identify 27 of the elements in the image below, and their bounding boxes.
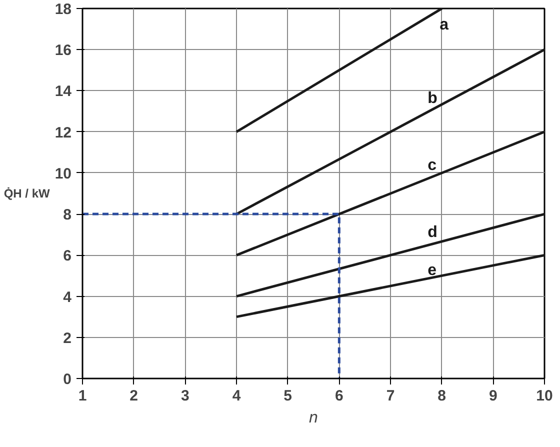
y-axis-title: Q̇H / kW	[4, 186, 50, 200]
y-tick-label: 18	[54, 1, 72, 18]
y-tick-label: 6	[63, 248, 72, 265]
x-tick-label: 4	[232, 388, 242, 404]
series-label: d	[428, 224, 438, 242]
y-tick-label: 14	[54, 83, 72, 100]
y-tick-label: 8	[63, 206, 72, 224]
series-label: c	[428, 157, 437, 174]
series-label: b	[428, 90, 438, 107]
x-tick-label: 1	[78, 388, 87, 404]
y-tick-label: 16	[54, 42, 72, 60]
x-tick-label: 7	[386, 388, 395, 404]
x-tick-label: 9	[488, 388, 498, 404]
series-label: e	[428, 262, 437, 279]
x-tick-label: 8	[438, 388, 446, 404]
y-tick-label: 0	[63, 371, 72, 388]
y-tick-label: 4	[63, 288, 72, 306]
x-tick-label: 5	[284, 388, 292, 404]
y-tick-label: 12	[54, 124, 72, 142]
series-label: a	[440, 16, 449, 34]
y-tick-label: 2	[63, 330, 72, 347]
x-tick-label: 2	[130, 388, 138, 404]
x-tick-label: 3	[180, 388, 190, 404]
x-tick-label: 6	[334, 388, 344, 404]
x-tick-label: 10	[536, 388, 553, 404]
x-axis-title: n	[309, 410, 318, 426]
y-tick-label: 10	[54, 165, 72, 182]
